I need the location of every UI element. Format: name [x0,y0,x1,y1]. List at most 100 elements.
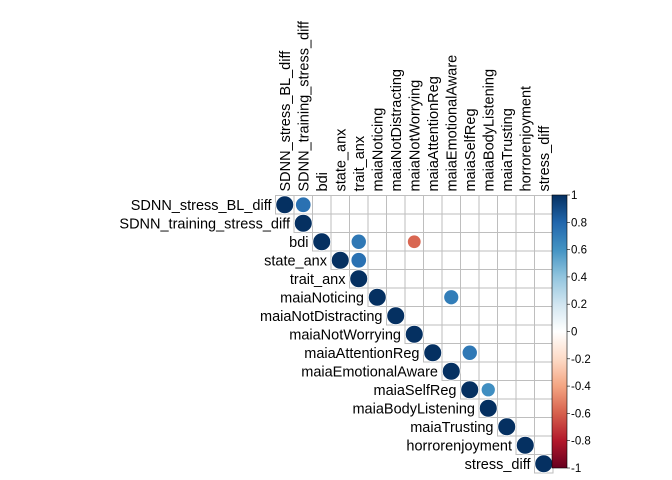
grid-cell [460,213,480,233]
grid-cell [423,287,443,307]
grid-cell [534,213,554,233]
grid-cell [386,250,406,270]
colorbar-tick-label: -0.6 [571,408,591,420]
grid-cell [423,195,443,215]
correlation-circle [407,234,422,249]
row-labels: SDNN_stress_BL_diff SDNN_training_stress_… [119,198,531,473]
grid-cell [478,250,498,270]
colorbar-tick-label: -0.4 [571,381,591,393]
column-label: maiaEmotionalAware [444,55,460,192]
grid-cell [497,324,517,344]
grid-cell [534,417,554,437]
grid-cell [497,398,517,418]
correlation-circle [441,361,461,381]
correlation-circle [460,380,480,400]
grid-cell [478,213,498,233]
grid-cell [478,361,498,381]
column-label: maiaNotWorrying [407,80,423,192]
colorbar-tick-label: 0.4 [571,272,588,284]
column-label: maiaAttentionReg [426,76,442,191]
correlation-circle [423,343,443,363]
grid-cell [367,250,387,270]
grid-cell [534,435,554,455]
grid-cell [460,195,480,215]
grid-cell [515,324,535,344]
correlation-circle [404,324,424,344]
grid-cell [423,324,443,344]
grid-cell [441,269,461,289]
grid-cell [478,343,498,363]
colorbar-tick-label: -1 [571,463,581,475]
row-label: maiaTrusting [410,420,493,436]
row-label: bdi [289,235,308,251]
grid-cell [497,306,517,326]
correlation-circle [293,213,313,233]
grid-cell [441,213,461,233]
correlation-circle [330,250,350,270]
row-label: maiaSelfReg [373,383,456,399]
grid-cell [330,232,350,252]
correlation-circle [367,287,387,307]
correlation-circle [443,289,460,306]
colorbar-tick-label: 0 [571,327,577,339]
grid-cell [478,232,498,252]
colorbar-tick-label: -0.2 [571,354,591,366]
grid-cell [515,417,535,437]
grid-cell [515,343,535,363]
row-label: horrorenjoyment [406,438,512,454]
grid-cell [441,195,461,215]
grid-cell [497,287,517,307]
grid-cell [478,269,498,289]
grid-cell [367,213,387,233]
colorbar [551,194,568,469]
column-label: maiaNoticing [370,108,386,192]
correlation-circle [275,195,295,215]
grid-cell [534,306,554,326]
column-label: stress_diff [537,125,553,192]
correlation-circle [515,435,535,455]
grid-cell [534,361,554,381]
correlation-circles [275,195,554,474]
correlation-circle [478,398,498,418]
row-label: SDNN_training_stress_diff [119,216,291,232]
grid-cell [478,306,498,326]
grid-cell [515,232,535,252]
grid-cell [460,232,480,252]
grid-cell [460,306,480,326]
grid-cell [515,380,535,400]
grid-cell [367,195,387,215]
grid-cell [497,213,517,233]
row-label: maiaBodyListening [352,401,475,417]
correlation-circle [534,454,554,474]
correlation-circle [350,252,367,269]
colorbar-tick-label: 0.6 [571,245,587,257]
correlation-circle [350,233,367,250]
grid-cell [460,324,480,344]
column-label: SDNN_training_stress_diff [296,20,312,192]
grid-cell [404,287,424,307]
correlation-circle [461,344,478,361]
grid-cell [441,232,461,252]
row-label: state_anx [264,253,328,269]
grid-cell [515,306,535,326]
grid-cell [441,250,461,270]
grid-cell [515,269,535,289]
grid-cell [515,287,535,307]
grid-cell [404,250,424,270]
correlation-circle [386,306,406,326]
grid-cell [515,250,535,270]
grid-cell [497,361,517,381]
grid-cell [534,269,554,289]
grid-cell [423,213,443,233]
column-label: state_anx [333,128,349,192]
colorbar-tick-label: 0.2 [571,299,587,311]
grid-cell [404,306,424,326]
grid-cell [515,195,535,215]
grid-cell [515,213,535,233]
grid-cell [534,195,554,215]
grid-cell [330,195,350,215]
grid-cell [534,232,554,252]
colorbar-tick-label: -0.8 [571,436,591,448]
column-label: maiaSelfReg [463,108,479,191]
